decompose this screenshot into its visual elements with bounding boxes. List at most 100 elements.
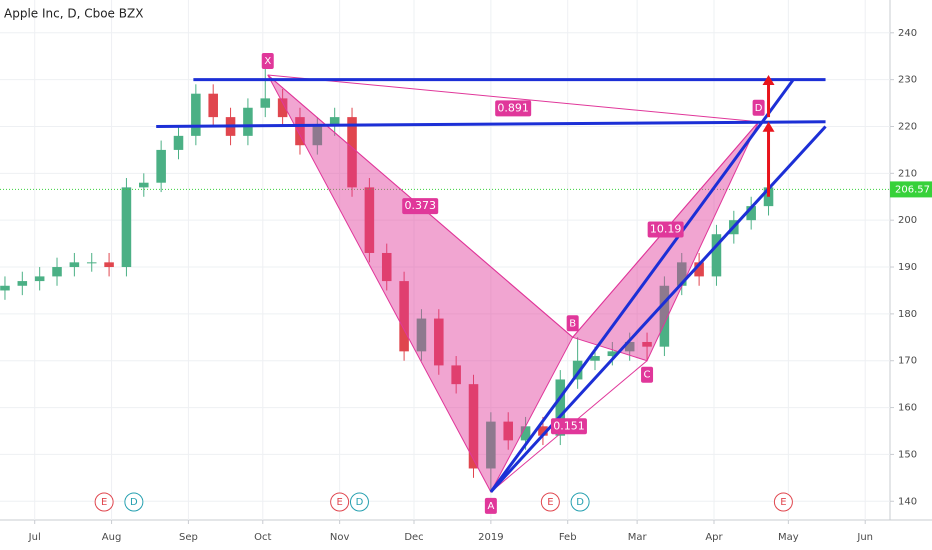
axes: 140 150 160 170 180 190 200 210 220 230 240 Jul Aug S… <box>28 28 932 543</box>
candle-body <box>555 379 566 436</box>
x-tick-label: Nov <box>330 532 350 543</box>
x-tick-label: May <box>778 532 799 543</box>
point-label: C <box>644 370 651 381</box>
candle-body <box>104 262 114 268</box>
candle-body <box>572 360 583 380</box>
candle-body <box>173 135 184 150</box>
ratio-box <box>495 100 532 117</box>
candle-body <box>416 318 427 352</box>
candle-body <box>260 98 271 108</box>
candle-body <box>191 93 201 136</box>
event-label: D <box>576 497 584 508</box>
candle-body <box>607 351 618 357</box>
point-box <box>641 366 654 383</box>
candle-body <box>694 262 704 277</box>
ratio-box <box>647 221 684 238</box>
candle-body <box>659 285 670 347</box>
candle-body <box>52 267 62 277</box>
event-label: E <box>547 497 553 508</box>
ratio-text: 10.19 <box>650 223 682 236</box>
ratio-box <box>402 198 439 215</box>
ratio-text: 0.373 <box>404 199 436 212</box>
trendline <box>156 120 826 128</box>
candle-body <box>86 262 97 264</box>
ratio-text: 0.151 <box>553 419 585 432</box>
candle-body <box>139 182 149 188</box>
point-label: D <box>755 103 763 114</box>
candle-body <box>329 117 340 127</box>
event-marker <box>94 492 114 512</box>
trendline <box>489 78 795 493</box>
ratio-label: 0.891 <box>495 100 532 117</box>
event-label: D <box>356 497 364 508</box>
y-tick-label: 200 <box>898 215 917 226</box>
candle-body <box>208 93 218 118</box>
ratio-label: 0.373 <box>402 198 439 215</box>
candle-body <box>538 426 548 436</box>
candle-body <box>156 149 166 183</box>
candle-body <box>746 206 756 221</box>
candle-body <box>503 421 513 441</box>
x-tick-label: Feb <box>559 532 577 543</box>
point-label: A <box>487 501 494 512</box>
point-label: B <box>569 318 576 329</box>
event-marker <box>349 492 369 512</box>
x-tick-label: Mar <box>628 532 648 543</box>
chart-title: Apple Inc, D, Cboe BZX <box>4 7 143 21</box>
candle-body <box>468 384 479 469</box>
event-label: E <box>101 497 107 508</box>
x-tick-label: Dec <box>404 532 423 543</box>
y-tick-label: 210 <box>898 168 917 179</box>
candle-body <box>676 262 687 286</box>
y-tick-label: 170 <box>898 356 917 367</box>
overlay: 0.891 0.373 0.151 10.19 X A B C D E D E D E D E <box>0 52 890 514</box>
candle-body <box>399 281 409 352</box>
candle-body <box>590 356 600 361</box>
point-label: X <box>264 56 271 67</box>
last-price-label: 206.57 <box>895 184 930 195</box>
arrow-head <box>762 74 775 85</box>
candle-body <box>277 98 288 118</box>
candle-body <box>364 187 375 253</box>
y-tick-label: 140 <box>898 496 917 507</box>
x-tick-label: Sep <box>179 532 198 543</box>
candle-body <box>381 252 392 282</box>
x-tick-label: 2019 <box>478 532 503 543</box>
event-label: D <box>130 497 138 508</box>
y-tick-label: 240 <box>898 28 917 39</box>
y-tick-label: 230 <box>898 75 917 86</box>
y-tick-label: 220 <box>898 121 917 132</box>
event-label: E <box>780 497 786 508</box>
pattern-line <box>267 74 759 123</box>
candle-body <box>312 126 323 146</box>
event-label: E <box>336 497 342 508</box>
candle-body <box>624 341 635 352</box>
point-box <box>752 99 765 116</box>
y-tick-label: 150 <box>898 449 917 460</box>
candle-body <box>434 318 444 366</box>
candle-body <box>520 426 531 441</box>
candle-body <box>69 262 80 268</box>
candle-body <box>17 281 28 286</box>
candle-body <box>243 107 253 136</box>
point-box <box>566 315 579 332</box>
candle-body <box>295 117 305 146</box>
candle-body <box>121 187 132 268</box>
event-marker <box>124 492 144 512</box>
x-tick-label: Oct <box>254 532 271 543</box>
last-price-box <box>890 181 932 198</box>
candle-body <box>486 421 496 469</box>
candle-body <box>34 276 45 282</box>
candle-body <box>347 117 357 188</box>
x-tick-label: Apr <box>705 532 723 543</box>
event-marker <box>540 492 560 512</box>
y-tick-label: 160 <box>898 403 917 414</box>
point-box <box>261 52 274 69</box>
arrow-head <box>762 121 775 132</box>
candle-body <box>711 234 722 277</box>
candles <box>0 65 774 492</box>
ratio-text: 0.891 <box>497 101 529 114</box>
ratio-label: 10.19 <box>647 221 684 238</box>
candle-body <box>0 285 10 291</box>
